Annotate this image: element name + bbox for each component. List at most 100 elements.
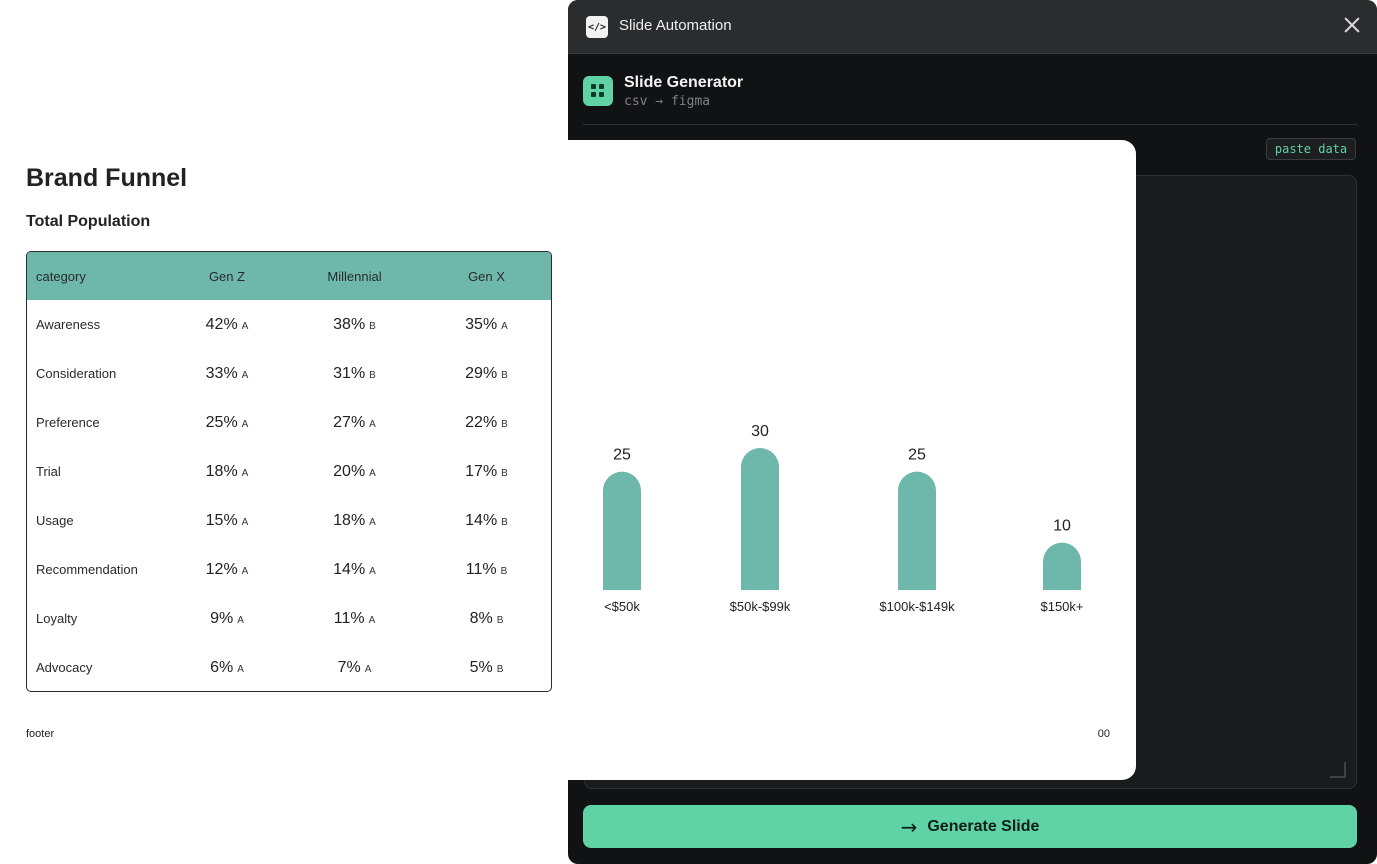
cell-value: 27% <box>333 413 366 431</box>
paste-data-button[interactable]: paste data <box>1266 138 1356 160</box>
significance-letter: B <box>496 663 504 675</box>
cell-value: 35% <box>465 315 498 333</box>
code-icon: </> <box>586 16 608 38</box>
resize-handle[interactable] <box>1330 762 1346 778</box>
cell-value: 42% <box>205 315 238 333</box>
column-header: Millennial <box>327 268 382 284</box>
significance-letter: A <box>241 418 249 430</box>
category-label: $50k-$99k <box>730 599 791 614</box>
slide-page-number: 00 <box>1097 728 1110 740</box>
cell-value: 20% <box>333 462 366 480</box>
bar <box>603 471 641 590</box>
table-header: category Gen Z Millennial Gen X <box>27 252 551 300</box>
cell-value: 14% <box>465 511 498 529</box>
table-cell: 12% A <box>167 561 287 579</box>
category-label: $100k-$149k <box>879 599 955 614</box>
row-label: Trial <box>36 464 61 479</box>
significance-letter: A <box>364 663 372 675</box>
significance-letter: A <box>369 565 376 577</box>
table-cell: 18% A <box>167 463 287 481</box>
row-label: Recommendation <box>36 562 138 577</box>
cell-value: 25% <box>205 413 238 431</box>
cell-value: 17% <box>465 462 498 480</box>
cell-value: 18% <box>333 511 366 529</box>
row-label: Loyalty <box>36 611 78 626</box>
significance-letter: B <box>501 516 508 528</box>
category-label: <$50k <box>604 599 640 614</box>
column-header: category <box>36 268 86 284</box>
cell-value: 9% <box>210 609 234 627</box>
cell-value: 14% <box>333 560 366 578</box>
row-label: Usage <box>36 513 74 528</box>
table-cell: 31% B <box>287 365 422 383</box>
table-cell: 38% B <box>287 316 422 334</box>
funnel-table: category Gen Z Millennial Gen X Awarenes… <box>26 251 552 692</box>
table-row: Consideration 33% A 31% B 29% B <box>27 349 551 398</box>
significance-letter: B <box>369 369 376 381</box>
bar <box>741 448 779 590</box>
cell-value: 33% <box>205 364 238 382</box>
significance-letter: A <box>241 320 249 332</box>
table-cell: 17% B <box>422 463 551 481</box>
table-row: Usage 15% A 18% A 14% B <box>27 496 551 545</box>
table-cell: 5% B <box>422 659 551 677</box>
cell-value: 22% <box>465 413 498 431</box>
table-cell: 7% A <box>287 659 422 677</box>
cell-value: 11% <box>465 560 497 578</box>
cell-value: 12% <box>205 560 238 578</box>
table-row: Trial 18% A 20% A 17% B <box>27 447 551 496</box>
table-cell: 11% B <box>422 561 551 579</box>
table-row: Recommendation 12% A 14% A 11% B <box>27 545 551 594</box>
cell-value: 15% <box>205 511 238 529</box>
bar <box>1043 542 1081 590</box>
table-row: Loyalty 9% A 11% A 8% B <box>27 594 551 643</box>
significance-letter: A <box>237 614 244 626</box>
significance-letter: A <box>369 516 376 528</box>
data-label: 25 <box>613 447 631 464</box>
slide-footer: footer <box>26 728 55 740</box>
data-label: 25 <box>908 447 926 464</box>
cell-value: 31% <box>333 364 366 382</box>
cell-value: 8% <box>469 609 493 627</box>
cell-value: 29% <box>465 364 498 382</box>
significance-letter: A <box>369 467 376 479</box>
table-cell: 14% B <box>422 512 551 530</box>
significance-letter: B <box>501 418 508 430</box>
significance-letter: A <box>369 418 376 430</box>
column-header: Gen X <box>468 268 505 284</box>
category-label: $150k+ <box>1040 599 1083 614</box>
title-bar: </> Slide Automation <box>568 0 1377 54</box>
table-cell: 11% A <box>287 610 422 628</box>
slide-title: Brand Funnel <box>26 164 188 192</box>
significance-letter: A <box>241 516 249 528</box>
significance-letter: A <box>241 467 249 479</box>
generator-subtitle: csv → figma <box>624 94 711 109</box>
cell-value: 7% <box>337 658 361 676</box>
significance-letter: B <box>501 369 508 381</box>
row-label: Awareness <box>36 317 101 332</box>
generate-slide-label: Generate Slide <box>927 817 1040 835</box>
table-cell: 22% B <box>422 414 551 432</box>
close-icon[interactable] <box>1343 16 1361 34</box>
row-label: Consideration <box>36 366 117 381</box>
bar <box>898 471 936 590</box>
cell-value: 6% <box>210 658 234 676</box>
cell-value: 18% <box>205 462 238 480</box>
significance-letter: A <box>237 663 244 675</box>
arrow-right-icon: → <box>900 814 918 839</box>
generator-header: Slide Generator csv → figma <box>583 74 1357 125</box>
data-label: 10 <box>1053 518 1071 535</box>
table-row: Advocacy 6% A 7% A 5% B <box>27 643 551 691</box>
data-label: 30 <box>751 423 769 440</box>
grid-icon <box>583 76 613 106</box>
table-row: Preference 25% A 27% A 22% B <box>27 398 551 447</box>
table-cell: 27% A <box>287 414 422 432</box>
generate-slide-button[interactable]: → Generate Slide <box>583 805 1357 848</box>
table-cell: 29% B <box>422 365 551 383</box>
row-label: Preference <box>36 415 100 430</box>
slide-preview: Brand Funnel Total Population category G… <box>0 140 1136 780</box>
significance-letter: B <box>501 467 508 479</box>
window-title: Slide Automation <box>619 17 732 34</box>
income-bar-chart: 25 <$50k 30 $50k-$99k 25 $100k-$149k 10 $150k+ <box>603 423 1084 614</box>
table-body: Awareness 42% A 38% B 35% A Consideration 33% A 31… <box>27 300 551 691</box>
